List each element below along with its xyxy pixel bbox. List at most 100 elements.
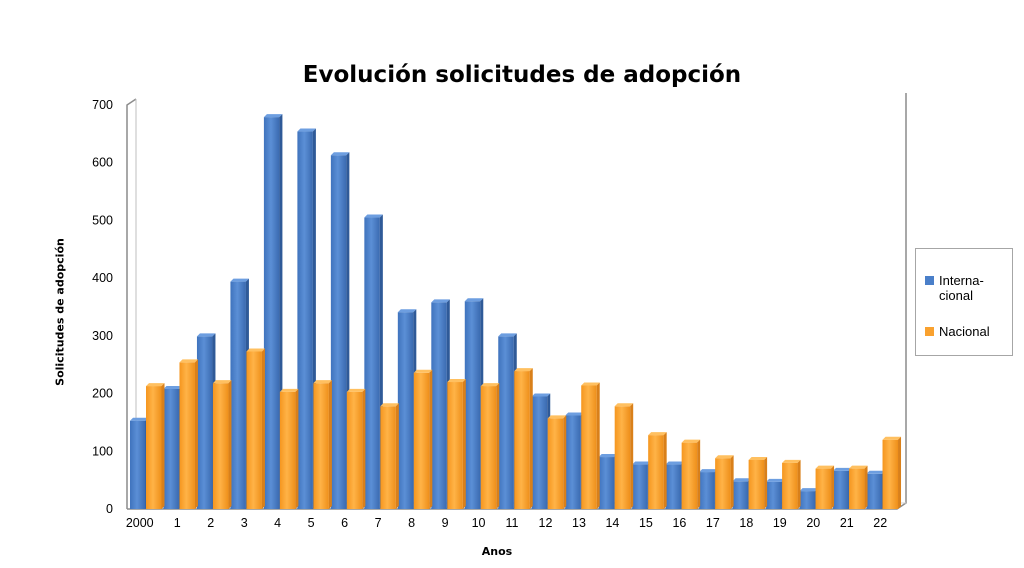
bar-top xyxy=(598,454,618,458)
bar-top xyxy=(313,380,332,384)
bar-side xyxy=(697,439,701,509)
bar-top xyxy=(179,359,198,363)
legend-swatch-nacional xyxy=(925,327,934,336)
bar-nacional xyxy=(413,369,433,509)
bar-side xyxy=(228,380,232,509)
x-tick-label: 9 xyxy=(442,516,449,530)
bar-nacional xyxy=(815,465,835,509)
bar-top xyxy=(263,114,283,118)
legend-label-internacional: Interna-cional xyxy=(939,273,1009,303)
x-tick-label: 16 xyxy=(672,516,686,530)
bar-top xyxy=(732,478,752,482)
bar-body xyxy=(313,383,329,509)
bar-internacional xyxy=(464,298,484,509)
x-tick-label: 5 xyxy=(308,516,315,530)
bar-side xyxy=(764,456,768,509)
x-tick-label: 14 xyxy=(605,516,619,530)
bar-nacional xyxy=(547,415,567,509)
bar-body xyxy=(866,473,883,509)
y-tick-label: 500 xyxy=(92,213,113,227)
bar-body xyxy=(665,464,682,509)
bar-side xyxy=(563,415,567,509)
bar-internacional xyxy=(531,393,551,509)
bar-nacional xyxy=(212,380,232,509)
bar-internacional xyxy=(732,478,752,509)
bar-top xyxy=(130,417,149,421)
bar-nacional xyxy=(882,436,902,509)
bars-layer xyxy=(130,114,902,510)
bar-body xyxy=(397,312,414,509)
bar-top xyxy=(480,383,500,387)
bar-body xyxy=(130,420,146,509)
bar-nacional xyxy=(380,403,399,509)
bar-body xyxy=(614,406,631,509)
bar-internacional xyxy=(364,214,383,510)
bar-internacional xyxy=(598,454,618,509)
bar-body xyxy=(632,464,648,509)
bar-side xyxy=(429,369,433,509)
bar-side xyxy=(194,359,198,509)
bar-top xyxy=(766,478,785,482)
bar-body xyxy=(212,383,229,509)
bar-nacional xyxy=(581,382,600,509)
bar-body xyxy=(565,415,581,509)
bar-side xyxy=(730,455,734,509)
bar-body xyxy=(146,386,162,509)
bar-top xyxy=(665,461,685,465)
bar-top xyxy=(849,465,868,469)
bar-nacional xyxy=(648,432,667,509)
bar-internacional xyxy=(866,470,886,509)
bar-body xyxy=(748,459,765,509)
bar-nacional xyxy=(279,388,299,509)
legend-item-nacional: Nacional xyxy=(925,324,1009,339)
bar-body xyxy=(849,468,865,509)
bar-top xyxy=(230,278,249,282)
bar-top xyxy=(715,455,734,459)
bar-top xyxy=(346,388,366,392)
bar-top xyxy=(447,379,466,383)
bar-top xyxy=(364,214,383,218)
bar-body xyxy=(330,155,347,509)
bar-top xyxy=(815,465,835,469)
bar-nacional xyxy=(681,439,701,509)
bar-internacional xyxy=(297,128,316,509)
bar-side xyxy=(864,465,868,509)
bar-body xyxy=(364,217,380,510)
bar-nacional xyxy=(715,455,734,509)
bar-top xyxy=(397,309,417,313)
bar-side xyxy=(797,459,801,509)
bar-body xyxy=(498,336,514,509)
bar-internacional xyxy=(163,385,182,509)
bar-side xyxy=(328,380,332,509)
bar-body xyxy=(648,435,664,509)
bar-nacional xyxy=(849,465,868,509)
bar-nacional xyxy=(346,388,366,509)
bar-body xyxy=(766,481,782,509)
bar-top xyxy=(547,415,567,419)
bar-body xyxy=(230,281,246,509)
bar-nacional xyxy=(146,383,165,509)
bar-top xyxy=(146,383,165,387)
bar-body xyxy=(598,457,615,509)
bar-body xyxy=(279,391,296,509)
bar-body xyxy=(431,302,447,509)
bar-nacional xyxy=(514,368,533,509)
bar-body xyxy=(246,351,262,509)
bar-side xyxy=(261,348,265,509)
bar-top xyxy=(681,439,701,443)
bar-side xyxy=(462,379,466,509)
bar-internacional xyxy=(766,478,785,509)
x-tick-label: 22 xyxy=(873,516,887,530)
bar-body xyxy=(782,462,798,509)
bar-top xyxy=(380,403,399,407)
bar-side xyxy=(295,388,299,509)
legend-label-nacional: Nacional xyxy=(939,324,990,339)
bar-internacional xyxy=(230,278,249,509)
bar-top xyxy=(498,333,517,337)
bar-body xyxy=(263,117,280,510)
x-tick-label: 21 xyxy=(840,516,854,530)
x-tick-label: 3 xyxy=(241,516,248,530)
bar-top xyxy=(531,393,551,397)
